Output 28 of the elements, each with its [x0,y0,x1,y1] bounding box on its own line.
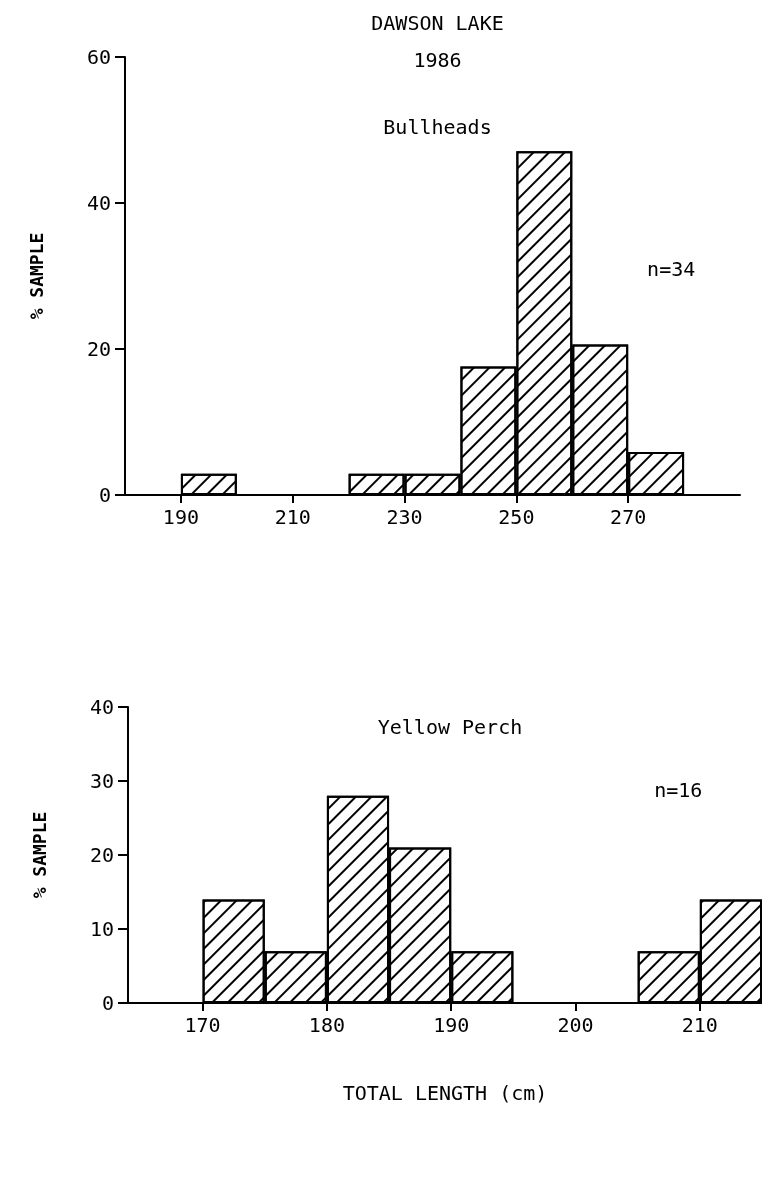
y-tick-label: 0 [101,991,114,1015]
y-tick-label: 60 [86,45,111,69]
y-axis-title: % SAMPLE [25,232,47,320]
x-tick-label: 190 [433,1013,470,1037]
y-tick-label: 40 [89,695,114,719]
annotation: n=34 [647,257,696,282]
x-tick-label: 250 [498,505,535,529]
x-axis-title: TOTAL LENGTH (cm) [342,1081,548,1105]
x-tick-label: 270 [610,505,647,529]
y-axis-title: % SAMPLE [28,811,50,899]
y-tick-label: 0 [98,483,111,507]
y-tick-label: 20 [86,337,111,361]
x-tick-label: 190 [162,505,199,529]
y-tick-label: 20 [89,843,114,867]
chart-subtitle: 1986 [413,48,462,72]
chart-title: Yellow Perch [377,715,523,739]
annotation: n=16 [654,778,703,803]
chart-title: DAWSON LAKE [371,11,504,35]
y-tick-label: 40 [86,191,111,215]
x-tick-label: 170 [184,1013,221,1037]
x-tick-label: 180 [308,1013,345,1037]
x-tick-label: 200 [557,1013,594,1037]
y-tick-label: 10 [89,917,114,941]
x-tick-label: 230 [386,505,423,529]
annotation: Bullheads [383,115,492,139]
y-tick-label: 30 [89,769,114,793]
x-tick-label: 210 [681,1013,718,1037]
x-tick-label: 210 [274,505,311,529]
